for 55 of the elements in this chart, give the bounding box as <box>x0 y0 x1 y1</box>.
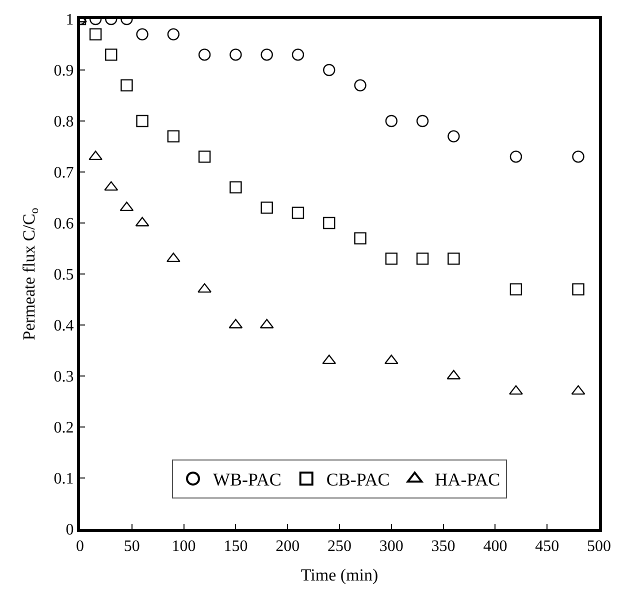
legend-label: CB-PAC <box>326 470 390 490</box>
y-tick-label: 0.4 <box>54 318 74 335</box>
point <box>136 28 148 40</box>
point <box>105 48 118 61</box>
point <box>198 48 211 61</box>
x-tick-label: 50 <box>124 538 140 556</box>
point <box>448 130 460 142</box>
y-tick-label: 0.1 <box>54 470 74 488</box>
point <box>167 28 180 40</box>
point <box>572 283 584 296</box>
y-tick-label: 0.5 <box>54 266 74 284</box>
point <box>510 150 522 163</box>
legend-label: HA-PAC <box>434 470 500 490</box>
point <box>448 252 460 265</box>
x-tick-label: 300 <box>379 538 404 556</box>
y-tick-label: 0.2 <box>54 420 74 437</box>
point <box>167 130 180 142</box>
point <box>354 79 366 92</box>
point <box>198 150 211 163</box>
y-tick-label: 1 <box>66 12 74 29</box>
point <box>292 48 304 61</box>
y-tick-label: 0.8 <box>54 114 74 131</box>
x-tick-label: 500 <box>587 538 611 556</box>
point <box>354 232 366 244</box>
point <box>230 48 242 61</box>
y-tick-label: 0.9 <box>54 62 74 80</box>
point <box>385 114 398 128</box>
point <box>230 181 242 194</box>
y-tick-label: 0.6 <box>54 216 74 233</box>
point <box>120 79 133 92</box>
point <box>416 114 429 128</box>
point <box>323 64 336 76</box>
x-tick-label: 450 <box>535 538 560 556</box>
x-tick-label: 100 <box>172 538 196 556</box>
point <box>385 252 398 265</box>
point <box>510 283 522 296</box>
point <box>260 48 273 61</box>
point <box>323 216 336 230</box>
point <box>292 206 304 219</box>
point <box>260 202 273 214</box>
x-tick-label: 350 <box>431 538 456 556</box>
point <box>416 252 429 265</box>
x-axis-title: Time (min) <box>300 566 378 585</box>
y-tick-label: 0 <box>66 522 74 539</box>
point <box>136 114 148 128</box>
point <box>509 385 523 395</box>
point <box>572 150 584 163</box>
x-tick-label: 150 <box>224 538 248 556</box>
legend-label: WB-PAC <box>213 470 282 490</box>
x-tick-label: 250 <box>328 538 352 556</box>
x-tick-label: 200 <box>276 538 300 556</box>
y-tick-label: 0.3 <box>54 368 74 386</box>
y-tick-label: 0.7 <box>54 164 74 182</box>
point <box>89 28 102 40</box>
x-tick-label: 400 <box>483 538 508 556</box>
